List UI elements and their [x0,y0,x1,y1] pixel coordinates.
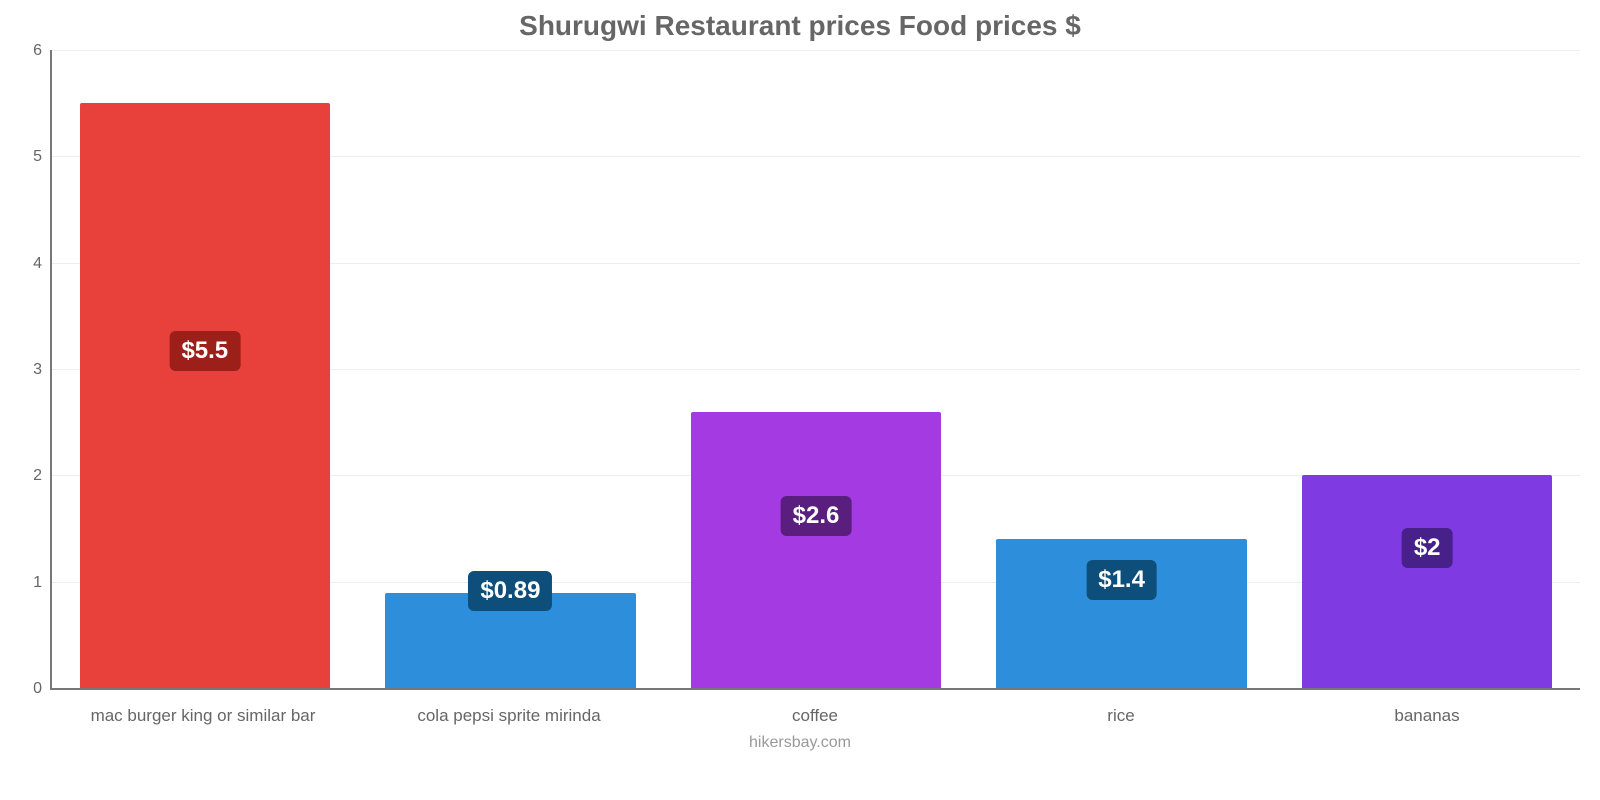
bar-value-badge: $1.4 [1086,560,1157,600]
bar-slot: $1.4 [969,50,1275,688]
x-tick-label: bananas [1274,696,1580,726]
bar-slot: $2.6 [663,50,969,688]
y-tick-label: 1 [33,574,42,592]
gridline: 0 [52,688,1580,689]
plot-area: 0123456 $5.5$0.89$2.6$1.4$2 [50,50,1580,690]
bars-layer: $5.5 $0.89 $2.6 $1.4 $2 [52,50,1580,688]
bar-slot: $5.5 [52,50,358,688]
chart-container: Shurugwi Restaurant prices Food prices $… [0,0,1600,800]
bar-value-badge: $5.5 [169,331,240,371]
x-tick-label: mac burger king or similar bar [50,696,356,726]
y-tick-label: 4 [33,255,42,273]
bar-value-badge: $2 [1402,528,1453,568]
x-tick-label: rice [968,696,1274,726]
bar-value-badge: $2.6 [781,496,852,536]
bar [691,412,942,688]
y-tick-label: 0 [33,680,42,698]
bar-slot: $0.89 [358,50,664,688]
y-tick-label: 3 [33,361,42,379]
x-tick-label: cola pepsi sprite mirinda [356,696,662,726]
bar-value-badge: $0.89 [468,571,552,611]
chart-title: Shurugwi Restaurant prices Food prices $ [0,10,1600,42]
bar-slot: $2 [1274,50,1580,688]
y-tick-label: 5 [33,148,42,166]
y-tick-label: 6 [33,42,42,60]
bar [80,103,331,688]
x-tick-label: coffee [662,696,968,726]
x-axis: mac burger king or similar barcola pepsi… [50,696,1580,726]
y-tick-label: 2 [33,467,42,485]
bar [1302,475,1553,688]
attribution-text: hikersbay.com [0,734,1600,752]
